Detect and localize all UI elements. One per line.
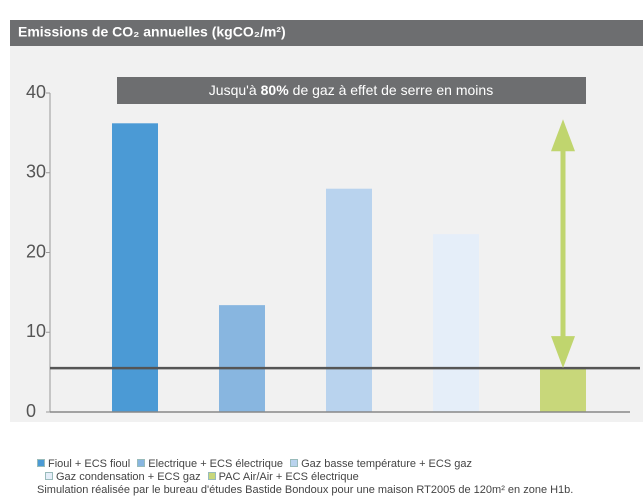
bar [112, 123, 158, 413]
annotation-text: Jusqu'à [209, 82, 257, 98]
annotation-box [117, 77, 586, 104]
chart-title: Emissions de CO₂ annuelles (kgCO₂/m²) [18, 24, 286, 40]
annotation-bold: 80% [261, 82, 290, 98]
legend-label: Gaz condensation + ECS gaz [56, 471, 201, 483]
legend-label: PAC Air/Air + ECS électrique [218, 471, 359, 483]
legend-swatch [45, 472, 53, 480]
legend-label: Gaz basse température + ECS gaz [301, 458, 472, 470]
arrow-head [551, 119, 575, 152]
annotation: Jusqu'à 80% de gaz à effet de serre en moi… [209, 82, 493, 98]
y-tick-label: 20 [26, 241, 46, 261]
legend-row: Fioul + ECS fioul Electrique + ECS électr… [37, 458, 637, 471]
legend-swatch [290, 459, 299, 467]
annotation-text: de gaz à effet de serre en moins [293, 82, 494, 98]
arrow-head [551, 336, 575, 369]
bar [433, 234, 479, 412]
y-tick-label: 30 [26, 162, 46, 182]
legend-label: Fioul + ECS fioul [48, 458, 131, 470]
bar [219, 305, 265, 412]
legend-swatch [37, 459, 45, 467]
legend-label: Electrique + ECS électrique [148, 458, 284, 470]
legend-and-note: Fioul + ECS fioul Electrique + ECS électr… [37, 458, 637, 497]
header-bar [10, 20, 643, 46]
footnote: Simulation réalisée par le bureau d'étud… [37, 484, 574, 496]
bar [540, 368, 586, 412]
y-tick-label: 10 [26, 321, 46, 341]
bar [326, 188, 372, 412]
legend-swatch [207, 472, 216, 480]
y-tick-label: 0 [26, 401, 36, 421]
legend-row: Gaz condensation + ECS gaz PAC Air/Air + … [37, 471, 637, 484]
legend-swatch [137, 459, 146, 467]
y-tick-label: 40 [26, 82, 46, 102]
